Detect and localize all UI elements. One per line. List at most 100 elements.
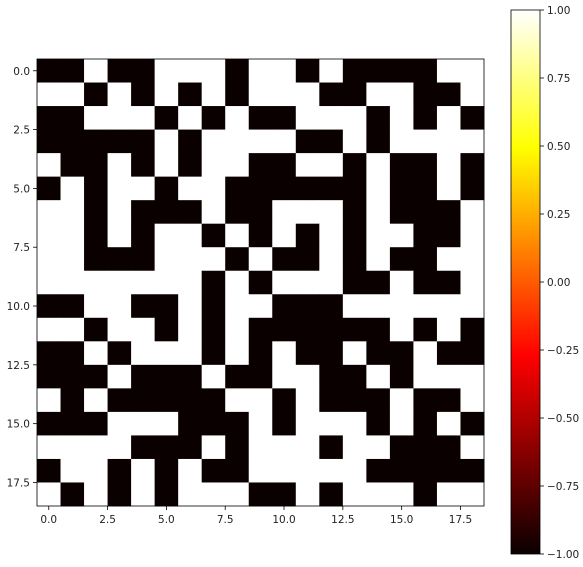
- heatmap-cell: [366, 388, 391, 413]
- heatmap-cell: [131, 482, 156, 507]
- heatmap-cell: [436, 364, 461, 389]
- heatmap-cell: [178, 129, 203, 154]
- heatmap-cell: [107, 270, 132, 295]
- heatmap-cell: [460, 106, 485, 130]
- heatmap-cell: [460, 317, 485, 342]
- heatmap-cell: [248, 59, 273, 83]
- x-tick-label: 15.0: [390, 514, 413, 526]
- heatmap-cell: [84, 59, 108, 83]
- heatmap-cell: [389, 247, 414, 272]
- x-tick-label: 12.5: [331, 514, 354, 526]
- colorbar-tick-label: 0.50: [547, 141, 570, 153]
- heatmap-cell: [37, 482, 61, 507]
- heatmap-cell: [60, 411, 85, 436]
- heatmap-cell: [436, 411, 461, 436]
- heatmap-cell: [366, 482, 391, 507]
- heatmap-cell: [272, 341, 297, 366]
- colorbar: 1.00 0.75 0.50 0.25 0.00 −0.25 −0.50 −0.75 −1.00: [510, 5, 579, 561]
- heatmap-cell: [225, 129, 250, 154]
- heatmap-cell: [37, 458, 61, 483]
- heatmap-cell: [295, 153, 320, 178]
- colorbar-tick-label: −0.75: [547, 481, 579, 493]
- heatmap-cell: [131, 341, 156, 366]
- heatmap-cell: [154, 435, 179, 460]
- heatmap-cell: [178, 388, 203, 413]
- heatmap-cell: [319, 482, 344, 507]
- heatmap-cell: [154, 317, 179, 342]
- heatmap-cell: [389, 317, 414, 342]
- heatmap-cell: [319, 247, 344, 272]
- y-tick-label: 10.0: [7, 301, 30, 313]
- heatmap-cell: [37, 223, 61, 248]
- heatmap-cell: [37, 129, 61, 154]
- heatmap-cell: [460, 435, 485, 460]
- heatmap-cell: [295, 223, 320, 248]
- heatmap-cell: [248, 388, 273, 413]
- heatmap-cell: [201, 317, 226, 342]
- heatmap-cell: [131, 270, 156, 295]
- heatmap-cell: [225, 411, 250, 436]
- heatmap-cell: [436, 200, 461, 225]
- heatmap-cell: [272, 317, 297, 342]
- heatmap-cell: [366, 176, 391, 201]
- heatmap-cell: [272, 458, 297, 483]
- heatmap-cell: [154, 270, 179, 295]
- heatmap-cell: [131, 82, 156, 107]
- heatmap-cell: [225, 200, 250, 225]
- heatmap-cell: [460, 458, 485, 483]
- colorbar-tick-label: −1.00: [547, 549, 579, 561]
- heatmap-cell: [413, 341, 438, 366]
- heatmap-cell: [131, 200, 156, 225]
- heatmap-cell: [413, 364, 438, 389]
- heatmap-cell: [154, 200, 179, 225]
- heatmap-cell: [342, 482, 367, 507]
- heatmap-cell: [413, 247, 438, 272]
- colorbar-tick-label: 0.25: [547, 209, 570, 221]
- heatmap-cell: [272, 200, 297, 225]
- heatmap-cell: [295, 106, 320, 130]
- heatmap-cell: [460, 153, 485, 178]
- heatmap-cell: [295, 482, 320, 507]
- heatmap-cell: [295, 458, 320, 483]
- heatmap-cell: [154, 106, 179, 130]
- heatmap-cell: [389, 59, 414, 83]
- heatmap-cell: [460, 364, 485, 389]
- heatmap-cell: [436, 247, 461, 272]
- heatmap-cell: [84, 129, 108, 154]
- heatmap-cell: [295, 341, 320, 366]
- heatmap-cell: [436, 59, 461, 83]
- heatmap-cell: [107, 223, 132, 248]
- heatmap-cell: [131, 59, 156, 83]
- heatmap-cell: [60, 106, 85, 130]
- heatmap-cell: [131, 247, 156, 272]
- x-tick-label: 0.0: [40, 514, 57, 526]
- heatmap-cell: [84, 106, 108, 130]
- heatmap-cell: [84, 317, 108, 342]
- heatmap-cell: [436, 176, 461, 201]
- heatmap-cell: [413, 106, 438, 130]
- heatmap-cell: [107, 82, 132, 107]
- heatmap-cell: [37, 435, 61, 460]
- heatmap-cell: [319, 270, 344, 295]
- colorbar-gradient: [511, 10, 540, 554]
- heatmap-cell: [178, 341, 203, 366]
- heatmap-cell: [319, 411, 344, 436]
- heatmap-cell: [319, 341, 344, 366]
- heatmap-cell: [37, 364, 61, 389]
- heatmap-cell: [272, 411, 297, 436]
- heatmap-cell: [131, 435, 156, 460]
- y-tick-label: 2.5: [13, 125, 30, 137]
- heatmap-cell: [295, 176, 320, 201]
- heatmap-cell: [366, 435, 391, 460]
- heatmap-cell: [131, 388, 156, 413]
- heatmap-cell: [201, 129, 226, 154]
- heatmap-cell: [131, 294, 156, 319]
- heatmap-cell: [154, 364, 179, 389]
- heatmap-cell: [60, 317, 85, 342]
- heatmap-cell: [366, 317, 391, 342]
- colorbar-ticks: 1.00 0.75 0.50 0.25 0.00 −0.25 −0.50 −0.75 −1.00: [540, 5, 579, 561]
- heatmap-cell: [178, 200, 203, 225]
- heatmap-cell: [107, 200, 132, 225]
- heatmap-cell: [248, 341, 273, 366]
- heatmap-cell: [413, 59, 438, 83]
